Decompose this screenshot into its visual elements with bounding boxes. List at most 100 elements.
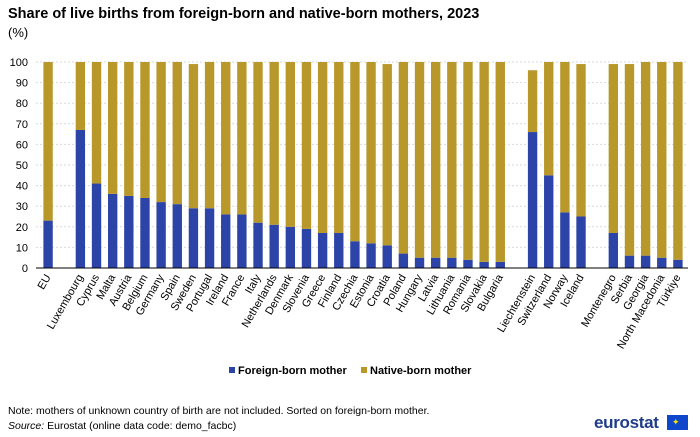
y-tick-label: 40 bbox=[16, 181, 28, 193]
bar-foreign-born bbox=[366, 243, 376, 268]
bar-foreign-born bbox=[673, 259, 683, 268]
bar-native-born bbox=[382, 64, 392, 246]
bar-native-born bbox=[350, 62, 360, 242]
bar-foreign-born bbox=[253, 222, 263, 268]
x-axis: EULuxembourgCyprusMaltaAustriaBelgiumGer… bbox=[36, 272, 684, 351]
bar-native-born bbox=[560, 62, 570, 213]
bar-native-born bbox=[673, 62, 683, 260]
bar-foreign-born bbox=[608, 232, 619, 268]
bar-foreign-born bbox=[527, 132, 538, 268]
bar-native-born bbox=[237, 62, 247, 215]
bar-foreign-born bbox=[447, 257, 457, 268]
legend-swatch bbox=[361, 367, 367, 373]
y-tick-label: 10 bbox=[16, 242, 28, 254]
bar-foreign-born bbox=[350, 241, 360, 268]
bar-native-born bbox=[495, 62, 505, 262]
bar-native-born bbox=[447, 62, 457, 258]
bar-foreign-born bbox=[43, 220, 53, 268]
bar-foreign-born bbox=[495, 261, 505, 268]
bar-native-born bbox=[124, 62, 134, 196]
bar-foreign-born bbox=[414, 257, 425, 268]
bar-chart: 0 10 20 30 40 50 60 70 80 90 100 EULuxembourgCypru… bbox=[10, 57, 688, 377]
bar-native-born bbox=[221, 62, 231, 215]
bar-foreign-born bbox=[91, 183, 102, 268]
bar-foreign-born bbox=[382, 245, 392, 268]
y-tick-label: 100 bbox=[10, 57, 28, 69]
bar-native-born bbox=[188, 64, 199, 209]
bar-foreign-born bbox=[188, 208, 199, 268]
bar-foreign-born bbox=[172, 204, 182, 268]
bar-foreign-born bbox=[140, 197, 150, 268]
legend: Foreign-born mother Native-born mother bbox=[229, 365, 472, 377]
bars bbox=[43, 62, 683, 268]
bar-foreign-born bbox=[204, 208, 215, 268]
bar-native-born bbox=[366, 62, 376, 244]
bar-foreign-born bbox=[317, 232, 328, 268]
bar-native-born bbox=[640, 62, 651, 256]
bar-foreign-born bbox=[156, 202, 166, 268]
bar-native-born bbox=[544, 62, 554, 176]
bar-foreign-born bbox=[221, 214, 231, 268]
bar-foreign-born bbox=[463, 259, 473, 268]
legend-label: Native-born mother bbox=[370, 365, 472, 377]
bar-foreign-born bbox=[640, 255, 651, 268]
bar-foreign-born bbox=[285, 226, 296, 268]
eu-flag-icon: ✦ bbox=[667, 415, 688, 430]
bar-native-born bbox=[43, 62, 53, 221]
bar-foreign-born bbox=[560, 212, 570, 268]
chart-title: Share of live births from foreign-born a… bbox=[8, 6, 480, 22]
bar-native-born bbox=[156, 62, 166, 203]
bar-foreign-born bbox=[107, 193, 118, 268]
source-line: Source: Eurostat (online data code: demo… bbox=[8, 420, 236, 432]
chart-subtitle: (%) bbox=[8, 25, 29, 40]
bar-native-born bbox=[301, 62, 312, 229]
bar-native-born bbox=[430, 62, 441, 258]
bar-native-born bbox=[576, 64, 586, 217]
bar-native-born bbox=[107, 62, 118, 194]
y-tick-label: 90 bbox=[16, 78, 28, 90]
bar-foreign-born bbox=[269, 224, 279, 268]
y-tick-label: 80 bbox=[16, 98, 28, 110]
bar-native-born bbox=[398, 62, 409, 254]
bar-foreign-born bbox=[301, 228, 312, 268]
y-tick-label: 70 bbox=[16, 119, 28, 131]
bar-native-born bbox=[657, 62, 667, 258]
bar-foreign-born bbox=[430, 257, 441, 268]
bar-native-born bbox=[463, 62, 473, 260]
bar-native-born bbox=[253, 62, 263, 223]
bar-native-born bbox=[204, 62, 215, 209]
y-tick-label: 0 bbox=[22, 263, 28, 275]
bar-native-born bbox=[91, 62, 102, 184]
bar-foreign-born bbox=[334, 232, 344, 268]
bar-foreign-born bbox=[544, 175, 554, 268]
bar-native-born bbox=[285, 62, 296, 227]
bar-foreign-born bbox=[657, 257, 667, 268]
source-label: Source: bbox=[8, 420, 45, 432]
bar-foreign-born bbox=[75, 129, 86, 268]
legend-swatch bbox=[229, 367, 235, 373]
bar-native-born bbox=[624, 64, 635, 256]
y-tick-label: 20 bbox=[16, 222, 28, 234]
bar-foreign-born bbox=[237, 214, 247, 268]
bar-native-born bbox=[334, 62, 344, 233]
y-axis: 0 10 20 30 40 50 60 70 80 90 100 bbox=[10, 57, 28, 275]
bar-native-born bbox=[317, 62, 328, 233]
bar-foreign-born bbox=[479, 261, 489, 268]
y-tick-label: 50 bbox=[16, 160, 28, 172]
bar-native-born bbox=[527, 70, 538, 133]
bar-native-born bbox=[479, 62, 489, 262]
bar-native-born bbox=[608, 64, 619, 233]
x-tick-label: EU bbox=[36, 272, 54, 291]
source-text: Eurostat (online data code: demo_facbc) bbox=[44, 420, 237, 432]
bar-native-born bbox=[172, 62, 182, 205]
logo-text: eurostat bbox=[594, 413, 659, 432]
bar-foreign-born bbox=[398, 253, 409, 268]
legend-label: Foreign-born mother bbox=[238, 365, 347, 377]
bar-foreign-born bbox=[576, 216, 586, 268]
footnote: Note: mothers of unknown country of birt… bbox=[8, 405, 430, 417]
bar-foreign-born bbox=[624, 255, 635, 268]
y-tick-label: 30 bbox=[16, 201, 28, 213]
bar-native-born bbox=[140, 62, 150, 198]
bar-native-born bbox=[414, 62, 425, 258]
y-tick-label: 60 bbox=[16, 139, 28, 151]
